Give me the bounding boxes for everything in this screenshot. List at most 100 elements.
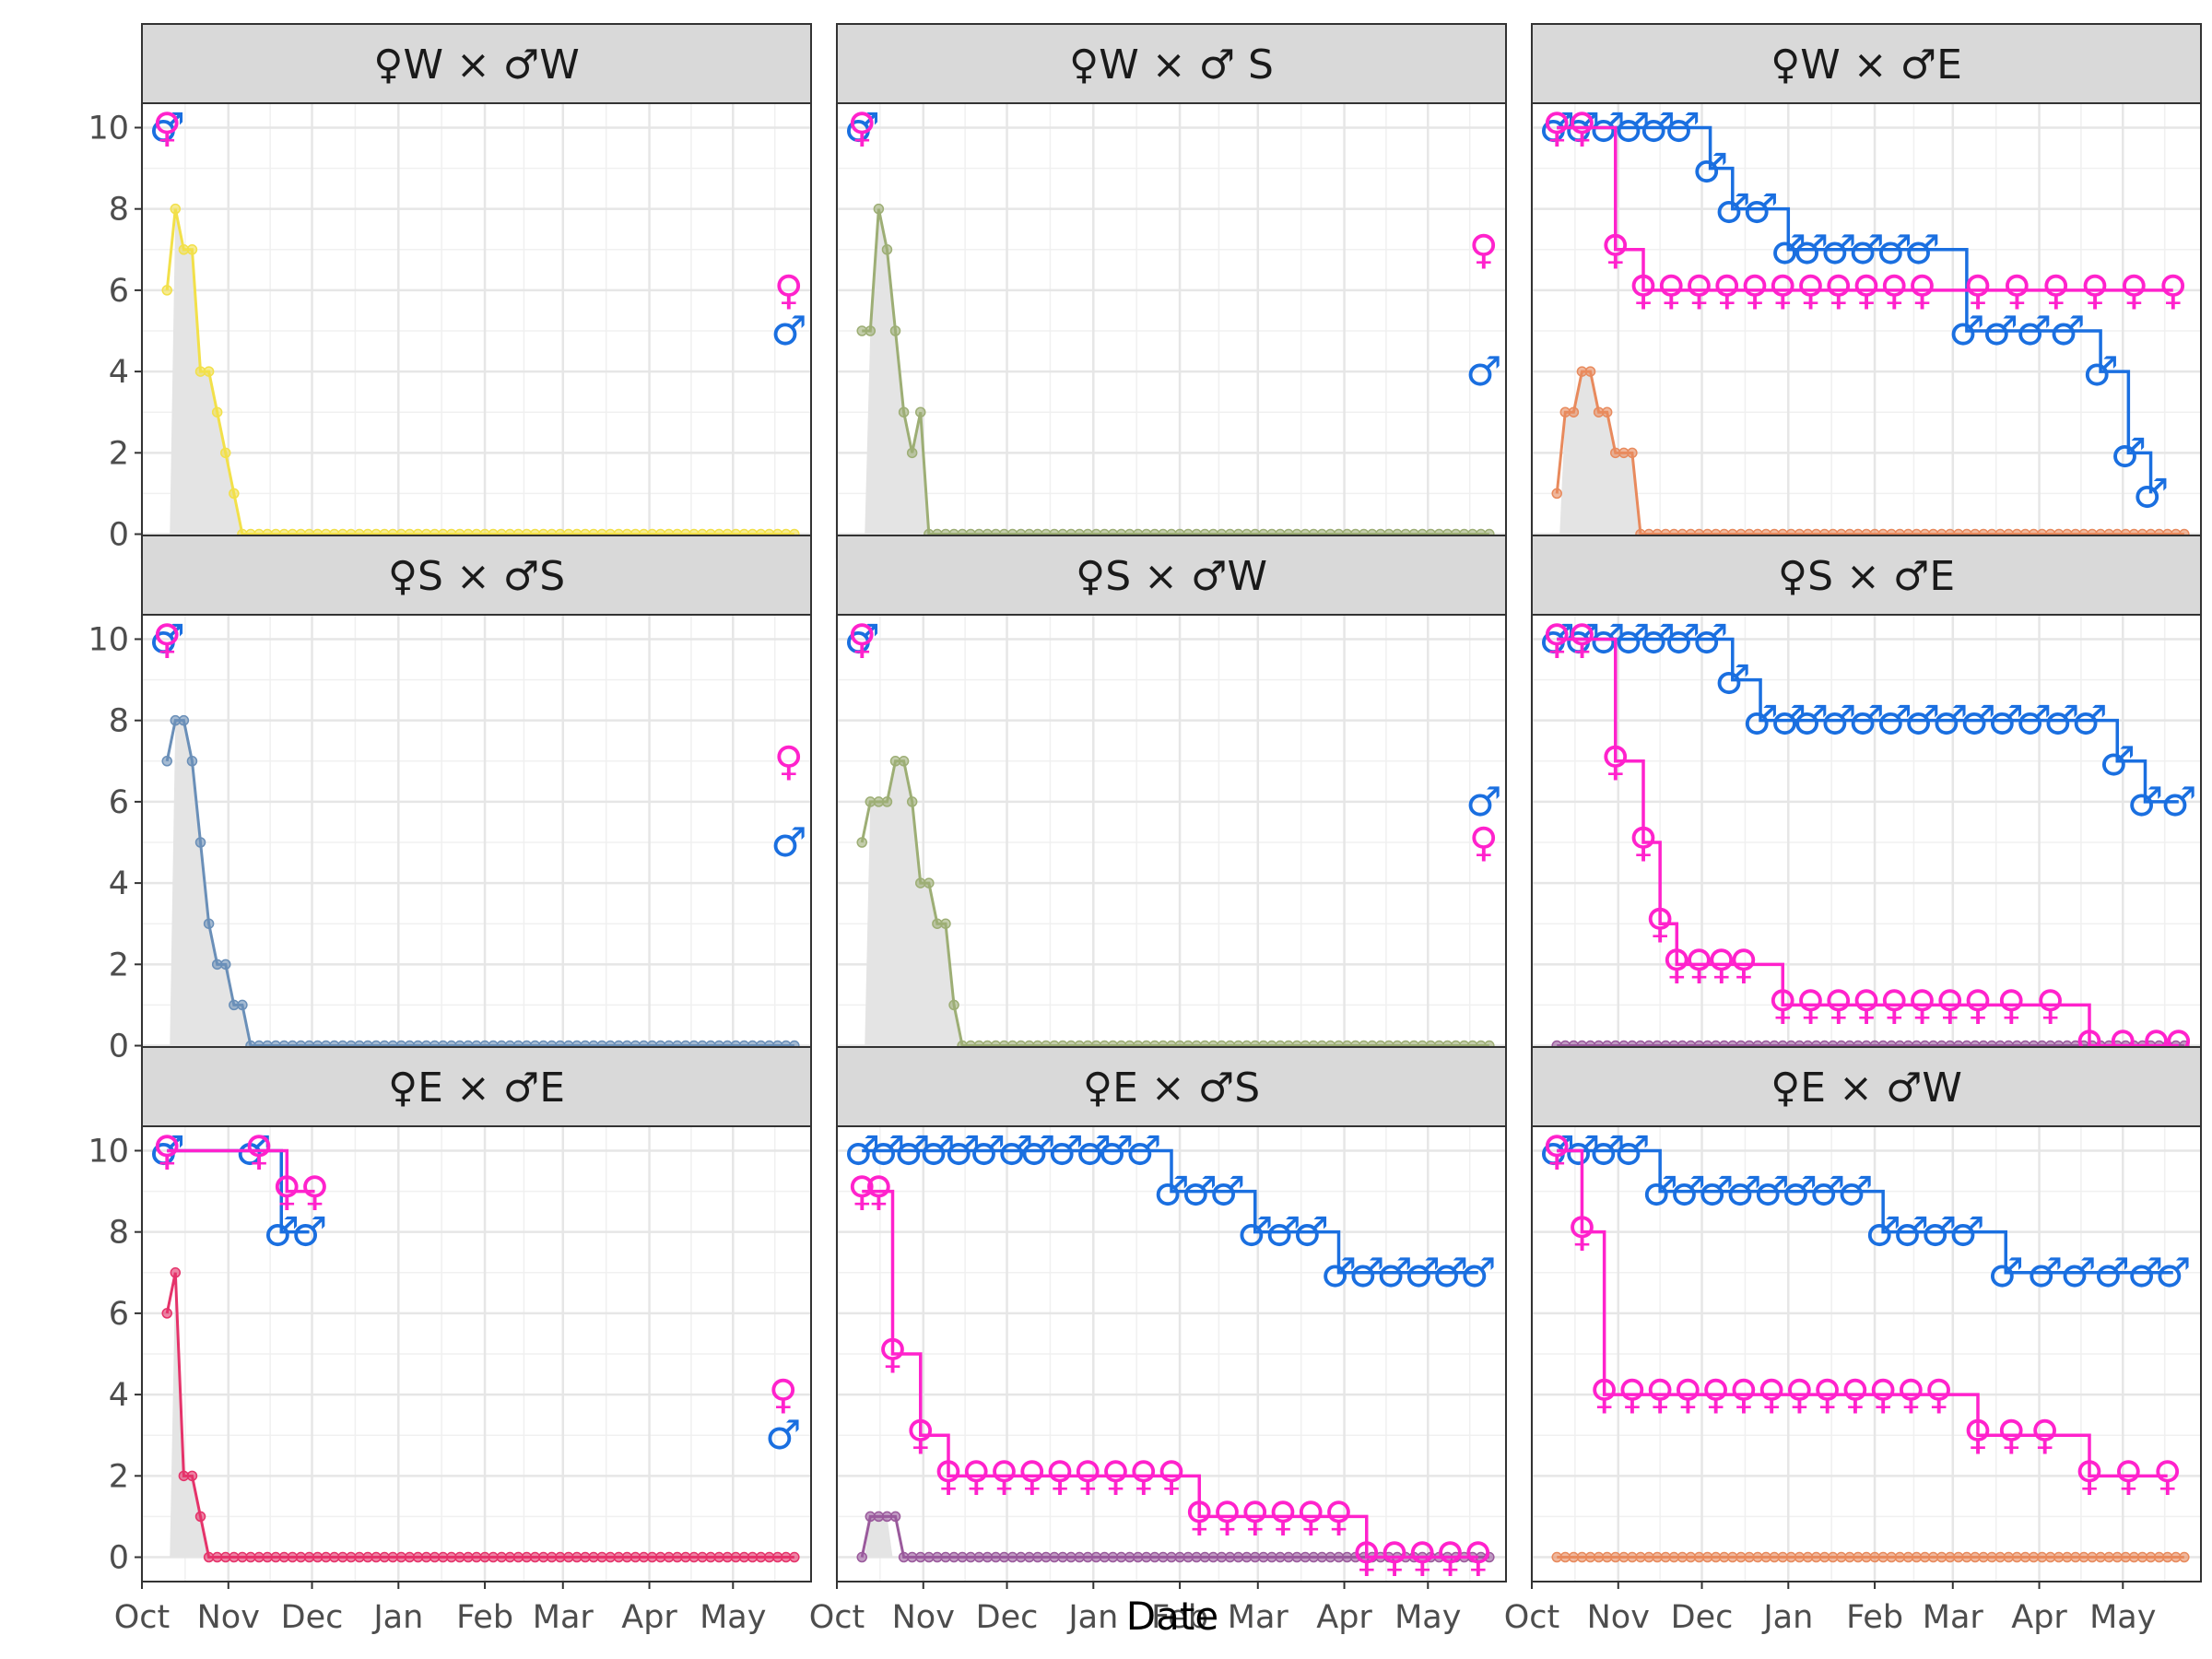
offspring-point [237, 999, 248, 1011]
female-point: ♀ [1129, 1453, 1159, 1500]
offspring-area [1559, 371, 1661, 535]
female-point: ♀ [1707, 941, 1736, 988]
female-point: ♀ [1629, 819, 1658, 866]
strip-label: ♀W × ♂W [373, 41, 580, 88]
y-tick-label: 10 [88, 110, 129, 147]
male-point: ♂ [843, 616, 879, 663]
female-point: ♀ [1673, 1371, 1702, 1418]
male-point: ♂ [1076, 1127, 1112, 1174]
offspring-point [873, 203, 885, 215]
offspring-point [881, 796, 893, 807]
male-point: ♂ [1904, 227, 1940, 274]
female-point: ♀ [2075, 1453, 2104, 1500]
offspring-point [1551, 488, 1562, 500]
panel-border [1531, 1125, 2202, 1583]
y-tick-label: 4 [109, 1377, 129, 1414]
x-tick-label: Jan [1066, 1599, 1118, 1636]
male-point: ♂ [1698, 1169, 1734, 1216]
female-series-line [167, 1148, 315, 1194]
male-point: ♂ [1988, 1250, 2024, 1297]
male-point: ♂ [291, 1209, 327, 1256]
female-point: ♀ [1701, 1371, 1731, 1418]
offspring-point [220, 447, 231, 459]
strip-background [836, 1046, 1507, 1127]
male-point: ♂ [1465, 779, 1501, 826]
offspring-point [211, 406, 223, 418]
female-point: ♀ [300, 1169, 329, 1216]
y-tick-label: 4 [109, 354, 129, 391]
panel-border [141, 1125, 812, 1583]
y-tick-label: 4 [109, 865, 129, 902]
female-point: ♀ [774, 738, 804, 785]
female-point: ♀ [1241, 1493, 1270, 1540]
male-point: ♂ [997, 1127, 1033, 1174]
female-point: ♀ [1469, 819, 1499, 866]
male-point: ♂ [2043, 698, 2079, 745]
offspring-point [865, 325, 877, 336]
offspring-point [898, 756, 910, 767]
female-point: ♀ [2041, 267, 2071, 314]
panel-border [836, 1125, 1507, 1583]
female-point: ♀ [1352, 1535, 1382, 1582]
x-tick-label: Oct [809, 1599, 865, 1636]
x-tick-label: Apr [621, 1599, 677, 1636]
male-point: ♂ [843, 104, 879, 151]
x-tick-label: May [700, 1599, 766, 1636]
offspring-area [170, 1272, 215, 1558]
female-point: ♀ [1963, 982, 1993, 1029]
male-point: ♂ [2160, 779, 2196, 826]
y-tick-label: 8 [109, 192, 129, 229]
female-point: ♀ [1963, 1412, 1993, 1459]
male-point: ♂ [2016, 698, 2052, 745]
offspring-area [865, 208, 940, 535]
panel-2: ♀W × ♂ S♂♂♀♀ [835, 23, 1507, 559]
female-point: ♀ [1590, 1371, 1619, 1418]
male-point: ♂ [771, 308, 806, 355]
male-point: ♂ [1714, 186, 1750, 233]
female-point: ♀ [1662, 941, 1691, 988]
male-point: ♂ [1714, 657, 1750, 704]
female-point: ♀ [1740, 267, 1770, 314]
male-point: ♂ [1293, 1209, 1329, 1256]
offspring-point [889, 325, 901, 336]
male-point: ♂ [2060, 1250, 2096, 1297]
male-point: ♂ [771, 819, 806, 866]
female-point: ♀ [1963, 267, 1993, 314]
offspring-point [1627, 447, 1638, 459]
offspring-point [186, 1470, 198, 1482]
female-point: ♀ [1768, 267, 1797, 314]
offspring-point [906, 447, 918, 459]
offspring-point [194, 1511, 206, 1523]
male-point: ♂ [1321, 1250, 1357, 1297]
x-tick-label: Mar [1228, 1599, 1289, 1636]
x-tick-label: Oct [114, 1599, 171, 1636]
female-point: ♀ [152, 616, 182, 663]
panel-5: ♀S × ♂W♂♂♀♀ [835, 535, 1507, 1071]
female-point: ♀ [2119, 267, 2148, 314]
male-point: ♂ [1432, 1250, 1468, 1297]
female-point: ♀ [1601, 227, 1630, 274]
female-point: ♀ [774, 267, 804, 314]
male-point: ♂ [264, 1209, 300, 1256]
female-point: ♀ [934, 1453, 963, 1500]
male-point: ♂ [1692, 616, 1728, 663]
offspring-point [161, 1308, 172, 1319]
male-point: ♂ [1614, 616, 1650, 663]
male-point: ♂ [1771, 227, 1806, 274]
female-point: ♀ [1296, 1493, 1325, 1540]
offspring-point [948, 999, 959, 1011]
y-tick-label: 0 [109, 1029, 129, 1065]
male-point: ♂ [2100, 738, 2136, 785]
offspring-point [915, 406, 926, 418]
offspring-area [865, 760, 977, 1046]
offspring-point [1601, 406, 1613, 418]
x-tick-label: Feb [1846, 1599, 1903, 1636]
male-point: ♂ [1019, 1127, 1055, 1174]
y-tick-label: 8 [109, 703, 129, 740]
female-point: ♀ [1868, 1371, 1898, 1418]
panel-3: ♀W × ♂E♂♂♂♂♂♂♂♂♂♂♂♂♂♂♂♂♂♂♂♂♂♂♀♀♀♀♀♀♀♀♀♀♀… [1530, 23, 2202, 559]
female-point: ♀ [1645, 900, 1675, 947]
male-point: ♂ [2111, 429, 2147, 477]
female-point: ♀ [1157, 1453, 1186, 1500]
